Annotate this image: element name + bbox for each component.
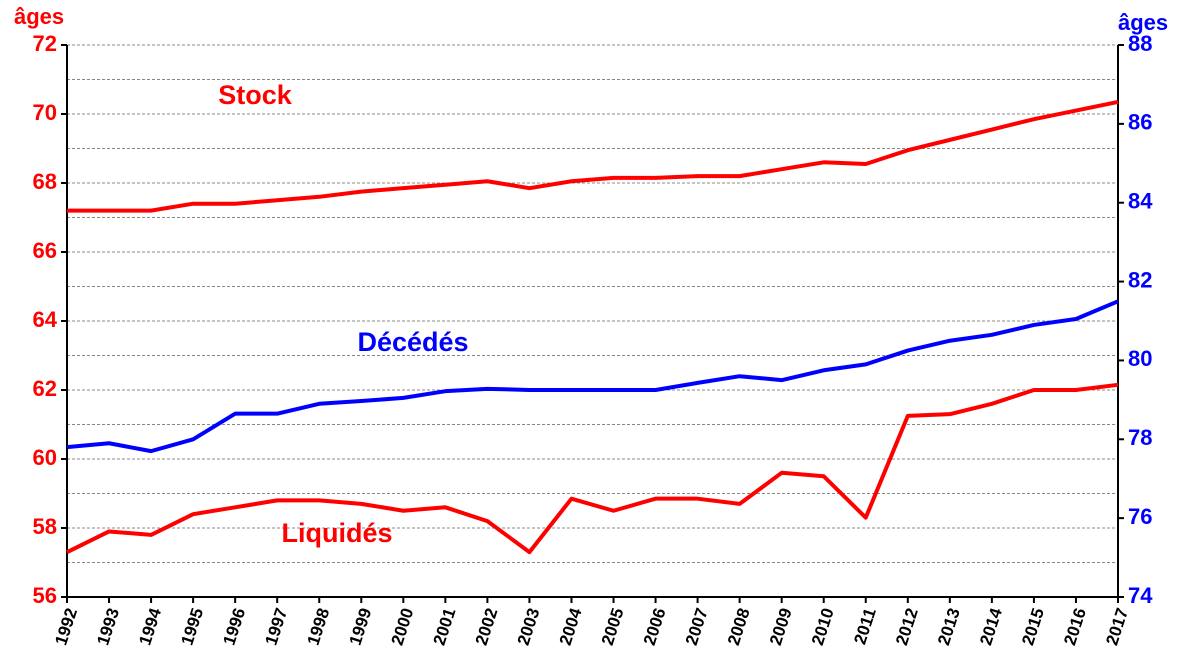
series-label: Stock — [218, 80, 293, 110]
x-tick-label: 2008 — [724, 606, 754, 648]
y-tick-label: 64 — [33, 307, 58, 332]
x-tick-label: 2002 — [472, 606, 502, 648]
y-tick-label: 62 — [33, 376, 57, 401]
y2-tick-label: 74 — [1128, 583, 1153, 608]
y-tick-label: 72 — [33, 31, 57, 56]
series-label: Décédés — [357, 327, 468, 357]
y2-tick-label: 78 — [1128, 425, 1152, 450]
series-line — [67, 99, 1119, 213]
x-tick-label: 2007 — [682, 606, 712, 648]
x-tick-label: 2016 — [1060, 606, 1090, 648]
x-tick-label: 1997 — [262, 606, 292, 648]
x-tick-label: 2012 — [892, 606, 922, 648]
x-tick-label: 1996 — [219, 606, 249, 648]
x-tick-label: 1994 — [135, 605, 165, 647]
x-tick-label: 2000 — [388, 606, 418, 648]
y2-axis-label: âges — [1118, 10, 1168, 35]
x-tick-label: 2014 — [976, 605, 1006, 647]
y-axis-label: âges — [14, 4, 64, 29]
y-tick-label: 56 — [33, 583, 57, 608]
x-tick-label: 1993 — [93, 606, 123, 648]
x-tick-label: 2011 — [850, 606, 879, 647]
y2-tick-label: 88 — [1128, 31, 1152, 56]
x-tick-label: 2010 — [808, 606, 838, 648]
series-label: Liquidés — [281, 518, 392, 548]
x-tick-label: 1998 — [304, 606, 334, 648]
x-tick-label: 1995 — [177, 606, 207, 648]
series-line — [66, 382, 1119, 555]
y-tick-label: 58 — [33, 514, 57, 539]
y2-tick-label: 80 — [1128, 346, 1152, 371]
y2-tick-label: 82 — [1128, 267, 1152, 292]
x-tick-label: 2001 — [430, 606, 460, 648]
y2-tick-label: 76 — [1128, 504, 1152, 529]
x-tick-label: 2003 — [514, 606, 544, 648]
x-tick-label: 2004 — [556, 605, 586, 647]
series-line — [66, 299, 1119, 454]
x-tick-label: 1999 — [346, 606, 376, 648]
y-tick-label: 68 — [33, 169, 57, 194]
x-tick-label: 2006 — [640, 606, 670, 648]
y-tick-label: 66 — [33, 238, 57, 263]
y2-tick-label: 84 — [1128, 189, 1153, 214]
x-tick-label: 1992 — [51, 606, 81, 648]
x-tick-label: 2017 — [1102, 606, 1132, 648]
y-tick-label: 60 — [33, 445, 57, 470]
x-tick-label: 2015 — [1018, 606, 1048, 648]
x-tick-label: 2009 — [766, 606, 796, 648]
y-tick-label: 70 — [33, 100, 57, 125]
x-tick-label: 2005 — [598, 606, 628, 648]
y2-tick-label: 86 — [1128, 110, 1152, 135]
x-tick-label: 2013 — [934, 606, 964, 648]
